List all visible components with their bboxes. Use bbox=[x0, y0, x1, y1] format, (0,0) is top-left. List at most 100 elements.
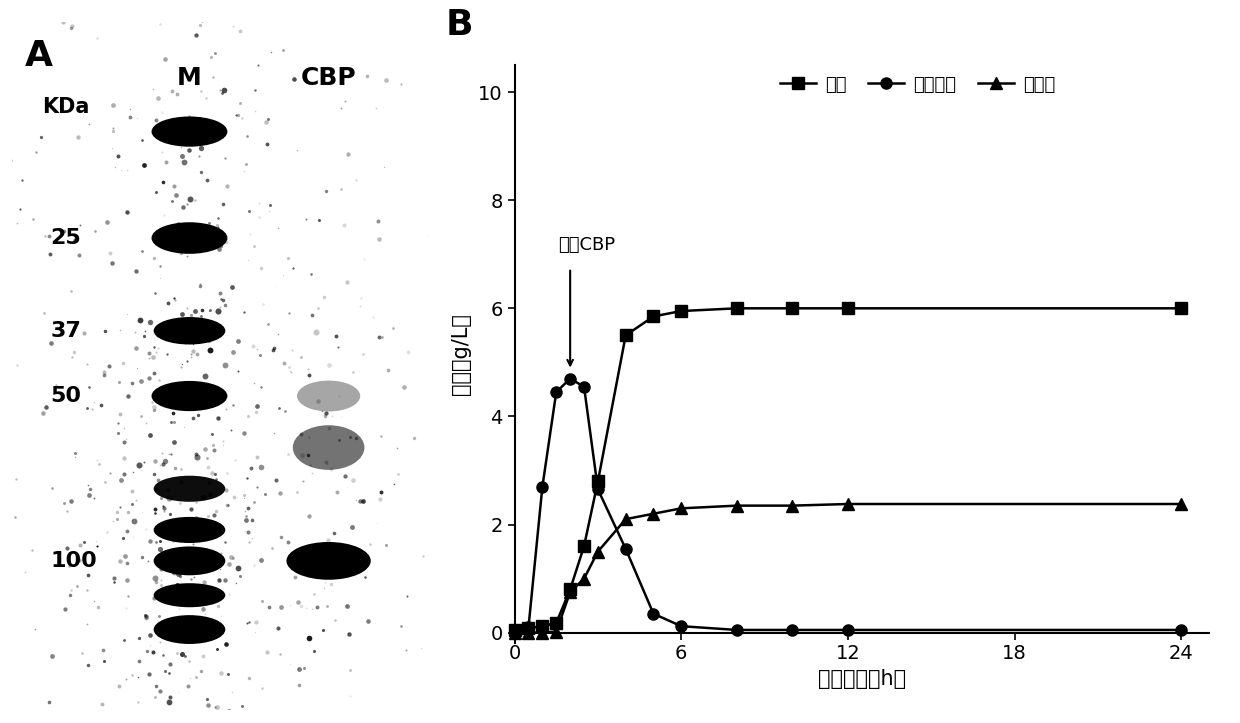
Point bbox=[109, 501, 129, 513]
Point bbox=[167, 87, 187, 99]
Point bbox=[0, 512, 7, 523]
Point bbox=[120, 103, 140, 115]
Point bbox=[167, 388, 187, 399]
Point bbox=[205, 701, 224, 712]
Point bbox=[151, 563, 171, 575]
葡萄糖 bbox=[619, 515, 634, 523]
Point bbox=[198, 510, 218, 522]
Point bbox=[232, 700, 252, 711]
Point bbox=[355, 253, 374, 265]
Point bbox=[149, 93, 169, 104]
Point bbox=[207, 505, 227, 517]
Point bbox=[311, 406, 331, 417]
Point bbox=[343, 367, 363, 378]
Point bbox=[88, 32, 108, 43]
Point bbox=[195, 370, 215, 382]
Point bbox=[284, 262, 304, 273]
Point bbox=[157, 296, 177, 308]
Point bbox=[144, 404, 164, 416]
Point bbox=[263, 4, 283, 16]
Point bbox=[103, 122, 123, 134]
Point bbox=[159, 696, 179, 707]
纤维二糖 bbox=[577, 382, 591, 391]
Text: KDa: KDa bbox=[42, 98, 89, 117]
Point bbox=[331, 103, 351, 114]
Point bbox=[166, 647, 186, 659]
Text: 37: 37 bbox=[51, 321, 81, 341]
Point bbox=[327, 487, 347, 498]
Ellipse shape bbox=[286, 542, 371, 580]
Point bbox=[103, 99, 123, 111]
Point bbox=[184, 412, 203, 424]
Point bbox=[196, 443, 216, 455]
Point bbox=[418, 230, 438, 241]
Point bbox=[200, 304, 219, 315]
Point bbox=[294, 662, 314, 674]
Point bbox=[165, 294, 185, 306]
Point bbox=[112, 474, 131, 486]
Point bbox=[177, 549, 197, 561]
Point bbox=[72, 647, 92, 659]
Point bbox=[0, 263, 5, 275]
Point bbox=[135, 609, 155, 621]
Point bbox=[177, 355, 197, 367]
Point bbox=[213, 198, 233, 210]
Point bbox=[237, 617, 257, 629]
Point bbox=[78, 659, 98, 671]
Point bbox=[79, 118, 99, 129]
Point bbox=[568, 470, 588, 482]
Point bbox=[372, 331, 392, 343]
Point bbox=[139, 372, 159, 384]
Point bbox=[151, 447, 171, 458]
Point bbox=[115, 433, 135, 445]
Point bbox=[110, 325, 130, 336]
Point bbox=[224, 491, 244, 502]
Point bbox=[310, 214, 330, 226]
Line: 葡萄糖: 葡萄糖 bbox=[510, 498, 1187, 638]
Point bbox=[164, 292, 184, 304]
Point bbox=[154, 458, 174, 469]
Point bbox=[165, 181, 185, 192]
Point bbox=[150, 535, 170, 547]
Line: 纤维二糖: 纤维二糖 bbox=[510, 373, 1187, 636]
Point bbox=[232, 113, 252, 124]
Point bbox=[103, 515, 123, 527]
Point bbox=[153, 324, 172, 335]
Point bbox=[228, 365, 248, 377]
Point bbox=[126, 495, 146, 506]
Point bbox=[371, 487, 391, 498]
Point bbox=[180, 528, 200, 539]
Ellipse shape bbox=[298, 380, 361, 411]
Point bbox=[234, 166, 254, 177]
Point bbox=[146, 346, 166, 358]
Point bbox=[69, 555, 89, 566]
Point bbox=[6, 474, 26, 485]
Point bbox=[22, 214, 42, 226]
Point bbox=[22, 544, 42, 556]
Point bbox=[249, 211, 269, 223]
Point bbox=[340, 690, 360, 701]
Point bbox=[134, 159, 154, 171]
Point bbox=[231, 570, 250, 581]
Point bbox=[40, 696, 60, 708]
Point bbox=[291, 351, 311, 362]
肌醇 bbox=[590, 477, 605, 486]
Point bbox=[280, 599, 300, 611]
Point bbox=[267, 280, 286, 291]
Point bbox=[185, 572, 205, 583]
Point bbox=[185, 594, 205, 606]
Point bbox=[203, 509, 223, 521]
Point bbox=[171, 362, 191, 373]
Point bbox=[64, 452, 84, 463]
Point bbox=[228, 110, 248, 121]
Point bbox=[160, 231, 180, 242]
Point bbox=[145, 186, 165, 197]
Point bbox=[31, 131, 51, 142]
Point bbox=[153, 146, 172, 158]
Point bbox=[157, 484, 177, 496]
Point bbox=[280, 659, 300, 670]
Point bbox=[82, 403, 102, 415]
Point bbox=[77, 358, 97, 369]
Point bbox=[123, 498, 143, 510]
Point bbox=[74, 548, 94, 560]
